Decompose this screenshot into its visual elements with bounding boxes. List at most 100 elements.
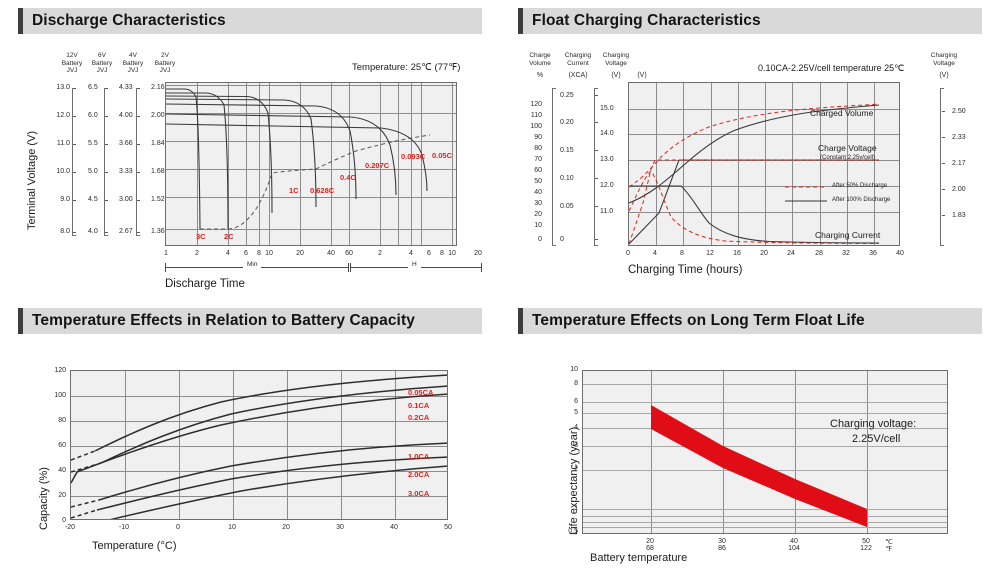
legend-label-50: After 50% Discharge <box>832 183 888 189</box>
panel-discharge-characteristics: Discharge Characteristics Temperature: 2… <box>0 0 500 300</box>
x-tick: 8 <box>440 250 444 257</box>
y-tick: 6 <box>574 398 578 405</box>
y-tick: 0 <box>62 517 66 524</box>
x-tick: 4 <box>409 250 413 257</box>
annotation-line-1: Charging voltage: <box>830 418 917 430</box>
scale-tick: 12.0 <box>600 182 614 189</box>
float-plot-area <box>628 82 900 246</box>
curve-label: 0.2CA <box>408 413 430 422</box>
scale-unit: (V) <box>939 72 949 79</box>
section-header-float: Float Charging Characteristics <box>518 8 982 34</box>
range-bar-min: Min <box>165 261 349 272</box>
x-tick: 24 <box>787 250 795 257</box>
x-tick: 6 <box>244 250 248 257</box>
scale-unit: % <box>536 72 544 79</box>
curve-label-charging-current: Charging Current <box>815 230 881 240</box>
header-accent-bar <box>518 308 523 334</box>
curve-label-charge-voltage: Charge Voltage <box>818 143 877 153</box>
panel-temperature-battery-capacity: Temperature Effects in Relation to Batte… <box>0 300 500 580</box>
x-tick: 40 <box>390 524 398 531</box>
scale-tick: 14.0 <box>600 130 614 137</box>
scale-tick: 40 <box>534 189 542 196</box>
x-tick: 12 <box>706 250 714 257</box>
section-header-floatlife: Temperature Effects on Long Term Float L… <box>518 308 982 334</box>
y-tick: 100 <box>54 392 66 399</box>
y-tick: 2 <box>574 466 578 473</box>
x-tick-fahrenheit: 86 <box>718 545 726 552</box>
x-tick-celsius: 50 <box>862 538 870 545</box>
scale-tick: 2.17 <box>952 160 966 167</box>
scale-tick: 0 <box>560 236 564 243</box>
discharge-curves <box>166 88 431 230</box>
x-tick: 60 <box>345 250 353 257</box>
panel-title: Temperature Effects in Relation to Batte… <box>32 312 415 329</box>
x-tick: 36 <box>869 250 877 257</box>
y-tick: 1 <box>574 505 578 512</box>
y-tick: 20 <box>58 492 66 499</box>
scale-tick: 3.00 <box>119 196 133 203</box>
x-tick: 10 <box>228 524 236 531</box>
y-tick: 80 <box>58 417 66 424</box>
x-unit-fahrenheit: ℉ <box>885 546 893 553</box>
header-accent-bar <box>18 8 23 34</box>
scale-axis-12v <box>72 88 76 236</box>
panel-title: Discharge Characteristics <box>32 12 226 29</box>
scale-tick: 2.33 <box>952 134 966 141</box>
curve-label: 1.0CA <box>408 452 430 461</box>
scale-header-charging-current: Charging Current <box>564 52 592 67</box>
scale-tick: 3.66 <box>119 140 133 147</box>
scale-tick: 2.00 <box>952 186 966 193</box>
scale-tick: 1.84 <box>151 140 165 147</box>
scale-tick: 20 <box>534 211 542 218</box>
y-tick: 4 <box>574 424 578 431</box>
scale-tick: 5.0 <box>88 168 98 175</box>
scale-axis-charge-volume <box>552 88 556 246</box>
scale-tick: 2.16 <box>151 84 165 91</box>
scale-tick: 8.0 <box>60 228 70 235</box>
scale-unit: (V) <box>611 72 621 79</box>
scale-axis-right-voltage <box>940 88 944 246</box>
y-axis-title: Terminal Voltage (V) <box>26 130 38 230</box>
curve-label: 0.1CA <box>408 401 430 410</box>
x-tick: 1 <box>164 250 168 257</box>
range-bar-hour: H <box>350 261 482 272</box>
curve-label: 2C <box>224 232 234 241</box>
scale-tick: 0.25 <box>560 92 574 99</box>
x-tick: 20 <box>296 250 304 257</box>
scale-tick: 3.33 <box>119 168 133 175</box>
scale-tick: 0.15 <box>560 147 574 154</box>
x-tick: 16 <box>733 250 741 257</box>
range-label: H <box>408 261 421 268</box>
scale-tick: 2.50 <box>952 108 966 115</box>
legend-label-100: After 100% Discharge <box>832 197 891 203</box>
scale-tick: 0.10 <box>560 175 574 182</box>
curve-label: 2.0CA <box>408 470 430 479</box>
x-tick: 0 <box>626 250 630 257</box>
y-tick: 8 <box>574 380 578 387</box>
scale-tick: 9.0 <box>60 196 70 203</box>
x-tick: 28 <box>815 250 823 257</box>
curve-label: 0.207C <box>365 161 390 170</box>
scale-tick: 100 <box>530 123 542 130</box>
x-unit-celsius: ℃ <box>885 539 893 546</box>
scale-tick: 10.0 <box>56 168 70 175</box>
annotation-line-2: 2.25V/cell <box>852 433 901 445</box>
x-tick: 30 <box>336 524 344 531</box>
capacity-plot-area <box>70 370 448 520</box>
x-axis-title: Charging Time (hours) <box>628 264 743 276</box>
curve-label-charged-volume: Charged Volume <box>810 108 874 118</box>
scale-header-2v: 2V Battery JVJ <box>154 52 176 75</box>
scale-tick: 11.0 <box>56 140 70 147</box>
y-tick: 40 <box>58 467 66 474</box>
x-tick-celsius: 40 <box>790 538 798 545</box>
panel-long-term-float-life: Temperature Effects on Long Term Float L… <box>500 300 1000 580</box>
x-tick: 50 <box>444 524 452 531</box>
x-tick-fahrenheit: 122 <box>860 545 872 552</box>
x-tick: 32 <box>842 250 850 257</box>
scale-header-charge-volume: Charge Volume <box>529 52 551 67</box>
x-tick: 40 <box>896 250 904 257</box>
x-axis-title: Temperature (°C) <box>92 540 177 552</box>
scale-header-12v: 12V Battery JVJ <box>61 52 83 75</box>
discharge-plot-area <box>165 82 457 246</box>
